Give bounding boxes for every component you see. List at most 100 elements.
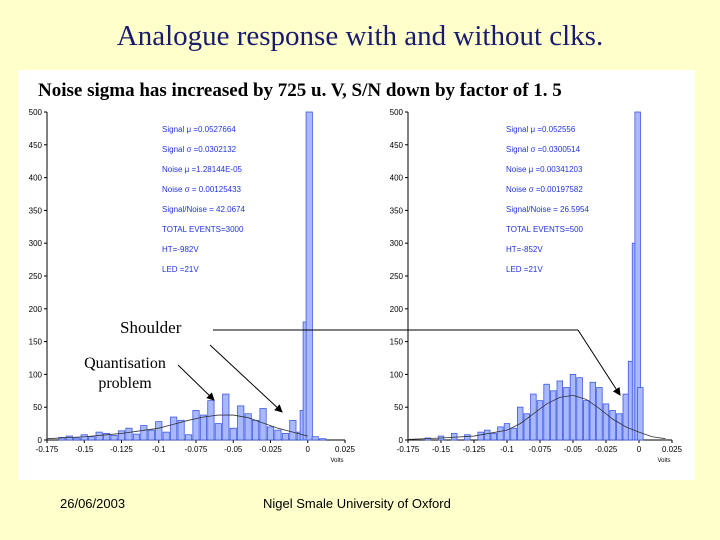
annotation-arrows — [177, 329, 621, 413]
slide-title: Analogue response with and without clks. — [116, 20, 604, 52]
stats-line: Signal/Noise = 42.0674 — [162, 205, 246, 214]
y-tick-label: 350 — [29, 206, 43, 215]
stats-line: HT=-852V — [506, 245, 543, 254]
histogram-bar — [556, 380, 564, 441]
histogram-bar — [132, 433, 140, 441]
histogram-bar — [80, 434, 88, 441]
y-tick-label: 500 — [390, 108, 404, 117]
fit-curve — [46, 414, 308, 440]
x-tick-label: -0.025 — [259, 445, 282, 454]
x-tick-label: -0.175 — [36, 445, 59, 454]
histogram-bar — [155, 421, 163, 441]
histogram-right: 0 50 100 150 200 250 300 350 400 450 500 -0.175 -0.1… — [390, 108, 683, 464]
histogram-bar — [281, 433, 289, 441]
stats-line: Noise μ =1.28144E-05 — [162, 165, 243, 174]
x-tick-label: -0.05 — [224, 445, 243, 454]
x-tick-label: -0.1 — [500, 445, 514, 454]
stats-line: Signal/Noise = 26.5954 — [506, 205, 590, 214]
histogram-bar — [576, 377, 583, 441]
stats-line: Signal μ =0.052556 — [506, 125, 576, 134]
stats-line: LED =21V — [506, 265, 543, 274]
histogram-bar — [237, 405, 245, 441]
x-tick-label: -0.025 — [595, 445, 618, 454]
y-tick-label: 400 — [29, 174, 43, 183]
x-tick-label: -0.075 — [185, 445, 208, 454]
x-tick-label: 0 — [637, 445, 642, 454]
stats-line: Signal μ =0.0527664 — [162, 125, 236, 134]
x-tick-label: -0.05 — [564, 445, 583, 454]
shoulder-annotation: Shoulder — [120, 318, 182, 337]
histogram-bar — [259, 408, 267, 441]
histogram-bar — [199, 414, 208, 441]
histogram-bar — [125, 427, 133, 441]
histogram-bar — [147, 429, 155, 441]
stats-line: Noise μ =0.00341203 — [506, 165, 583, 174]
histogram-bar — [229, 427, 237, 441]
histogram-bar — [490, 433, 498, 441]
histogram-bar — [177, 419, 185, 441]
y-tick-label: 100 — [29, 370, 43, 379]
shoulder-arrow — [577, 329, 621, 396]
y-tick-label: 450 — [29, 141, 43, 150]
footer-date: 26/06/2003 — [60, 496, 126, 511]
histogram-bar — [510, 427, 517, 441]
histogram-bar — [222, 393, 230, 441]
histogram-bar — [596, 387, 603, 441]
histogram-bar — [73, 437, 81, 441]
histogram-bar — [503, 423, 511, 441]
histogram-bar — [192, 410, 200, 441]
histogram-bar — [252, 419, 260, 441]
histogram-bar — [569, 373, 577, 441]
histogram-bar — [483, 429, 491, 441]
histogram-bar — [289, 419, 297, 441]
histogram-bar — [543, 383, 550, 441]
histogram-bar — [88, 436, 96, 441]
slide-subtitle: Noise sigma has increased by 725 u. V, S… — [38, 80, 562, 101]
histogram-bar — [319, 438, 327, 441]
histogram-bar — [523, 413, 531, 441]
histogram-bar — [589, 381, 597, 441]
y-tick-label: 200 — [390, 305, 404, 314]
y-tick-label: 300 — [390, 239, 404, 248]
x-tick-label: 0.025 — [662, 445, 683, 454]
histogram-bar — [95, 431, 103, 441]
x-tick-label: -0.125 — [463, 445, 486, 454]
histogram-bar — [582, 400, 590, 441]
y-tick-label: 0 — [399, 436, 404, 445]
x-tick-label: -0.125 — [110, 445, 133, 454]
histogram-bar — [530, 393, 537, 441]
stats-line: Signal σ =0.0300514 — [506, 145, 581, 154]
histogram-bar — [549, 390, 557, 441]
histogram-bar — [311, 436, 319, 441]
y-tick-label: 300 — [29, 239, 43, 248]
quantisation-arrow-right — [209, 344, 283, 413]
histogram-bar — [477, 431, 484, 441]
histogram-bar — [274, 429, 282, 441]
histogram-bar — [58, 436, 66, 441]
histogram-bar — [65, 435, 73, 441]
histogram-left: 0 50 100 150 200 250 300 350 400 450 500 -0.175 -0.1… — [29, 108, 356, 464]
y-tick-label: 250 — [29, 272, 43, 281]
stats-line: Signal σ =0.0302132 — [162, 145, 237, 154]
y-tick-label: 150 — [29, 338, 43, 347]
histogram-bar — [207, 400, 215, 441]
quantisation-arrow-left — [177, 364, 215, 401]
histogram-bar — [117, 430, 126, 441]
histogram-bar — [140, 425, 148, 441]
histogram-bar — [536, 400, 544, 441]
footer-author: Nigel Smale University of Oxford — [263, 496, 451, 511]
stats-line: TOTAL EVENTS=500 — [506, 225, 584, 234]
x-tick-label: -0.15 — [432, 445, 451, 454]
stats-line: TOTAL EVENTS=3000 — [162, 225, 244, 234]
histogram-bar — [464, 434, 471, 441]
histogram-bar — [615, 413, 623, 441]
y-tick-label: 50 — [394, 403, 403, 412]
histogram-bar — [637, 387, 644, 441]
y-tick-label: 250 — [390, 272, 404, 281]
x-tick-label: -0.1 — [152, 445, 166, 454]
histogram-bar — [497, 426, 504, 441]
histogram-bar — [450, 433, 458, 441]
y-tick-label: 100 — [390, 370, 404, 379]
stats-line: LED =21V — [162, 265, 199, 274]
